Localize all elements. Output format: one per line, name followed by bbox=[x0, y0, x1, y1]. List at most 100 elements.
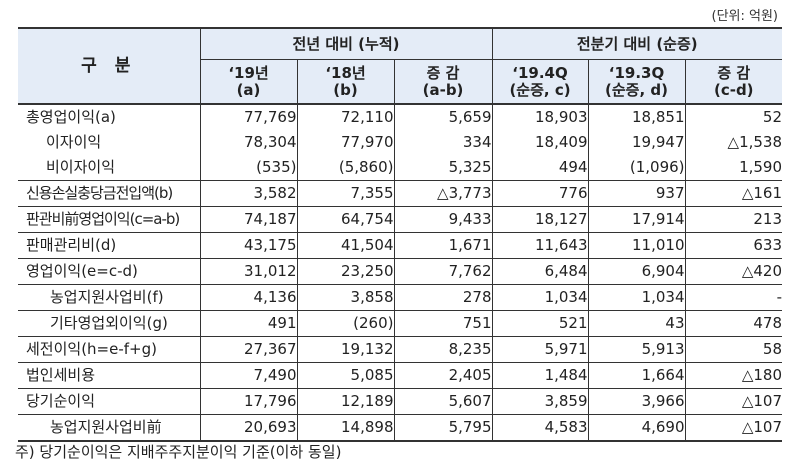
row-label: 기타영업외이익(g) bbox=[18, 310, 200, 337]
table-row: 신용손실충당금전입액(b) 3,582 7,355 △3,773 776 937… bbox=[18, 180, 783, 207]
header-col-19-4q: ‘19.4Q (순증, c) bbox=[491, 59, 589, 104]
row-label: 이자이익 bbox=[46, 133, 102, 151]
cell: 20,693 bbox=[199, 414, 297, 442]
cell: 18,409 bbox=[491, 130, 589, 155]
cell: 494 bbox=[491, 155, 589, 181]
cell: △1,538 bbox=[684, 130, 783, 155]
cell: 12,189 bbox=[296, 388, 394, 415]
cell: 3,858 bbox=[296, 284, 394, 311]
cell: 4,690 bbox=[587, 414, 686, 442]
row-label: 총영업이익(a) bbox=[26, 108, 116, 126]
cell: 3,966 bbox=[587, 388, 686, 415]
cell: 41,504 bbox=[296, 232, 394, 259]
cell: △180 bbox=[684, 362, 783, 389]
cell: 7,490 bbox=[199, 362, 297, 389]
table-header: 구 분 전년 대비 (누적) 전분기 대비 (순증) ‘19년 (a) ‘18년(… bbox=[18, 27, 783, 104]
row-label: 당기순이익 bbox=[18, 388, 200, 415]
cell: 5,607 bbox=[393, 388, 493, 415]
financial-table: 구 분 전년 대비 (누적) 전분기 대비 (순증) ‘19년 (a) ‘18년(… bbox=[18, 27, 783, 442]
cell: 776 bbox=[491, 180, 589, 207]
cell: 17,796 bbox=[199, 388, 297, 415]
header-gubun: 구 분 bbox=[18, 27, 200, 104]
cell: (1,096) bbox=[587, 155, 686, 181]
cell: 1,590 bbox=[684, 155, 783, 181]
table-row: 영업이익(e=c-d) 31,012 23,250 7,762 6,484 6,… bbox=[18, 258, 783, 285]
cell: (260) bbox=[296, 310, 394, 337]
cell: 5,795 bbox=[393, 414, 493, 442]
row-label: 비이자이익 bbox=[46, 158, 116, 176]
footnote: 주) 당기순이익은 지배주주지분이익 기준(이하 동일) bbox=[15, 443, 342, 461]
header-group-qoq: 전분기 대비 (순증) bbox=[491, 27, 783, 60]
row-label: 판매관리비(d) bbox=[18, 232, 200, 259]
table-row: 판매관리비(d) 43,175 41,504 1,671 11,643 11,0… bbox=[18, 232, 783, 259]
cell: 278 bbox=[393, 284, 493, 311]
row-label: 영업이익(e=c-d) bbox=[18, 258, 200, 285]
cell: 521 bbox=[491, 310, 589, 337]
cell: 77,769 bbox=[199, 104, 297, 130]
cell: 4,583 bbox=[491, 414, 589, 442]
header-col-2019: ‘19년 (a) bbox=[199, 59, 297, 104]
table-row: 비이자이익 (535) (5,860) 5,325 494 (1,096) 1,… bbox=[18, 155, 783, 181]
cell: 7,762 bbox=[393, 258, 493, 285]
cell: 23,250 bbox=[296, 258, 394, 285]
header-col-2018: ‘18년 (b) bbox=[296, 59, 394, 104]
cell: 334 bbox=[393, 130, 493, 155]
unit-label: (단위: 억원) bbox=[711, 9, 779, 24]
cell: 1,034 bbox=[587, 284, 686, 311]
cell: 5,659 bbox=[393, 104, 493, 130]
cell: 751 bbox=[393, 310, 493, 337]
cell: 11,643 bbox=[491, 232, 589, 259]
cell: 1,034 bbox=[491, 284, 589, 311]
cell: 18,127 bbox=[491, 206, 589, 233]
cell: 5,913 bbox=[587, 336, 686, 363]
table-row: 법인세비용 7,490 5,085 2,405 1,484 1,664 △180 bbox=[18, 362, 783, 389]
cell: △107 bbox=[684, 388, 783, 415]
cell: △107 bbox=[684, 414, 783, 442]
header-col-19-3q: ‘19.3Q (순증, d) bbox=[587, 59, 686, 104]
row-label: 신용손실충당금전입액(b) bbox=[18, 180, 200, 207]
cell: 77,970 bbox=[296, 130, 394, 155]
cell: 3,582 bbox=[199, 180, 297, 207]
table-row: 당기순이익 17,796 12,189 5,607 3,859 3,966 △1… bbox=[18, 388, 783, 415]
row-label: 농업지원사업비前 bbox=[18, 414, 200, 442]
table-row: 기타영업외이익(g) 491 (260) 751 521 43 478 bbox=[18, 310, 783, 337]
cell: 58 bbox=[684, 336, 783, 363]
cell: (535) bbox=[199, 155, 297, 181]
cell: 17,914 bbox=[587, 206, 686, 233]
cell: 18,851 bbox=[587, 104, 686, 130]
table-row: 판관비前영업이익(c=a-b) 74,187 64,754 9,433 18,1… bbox=[18, 206, 783, 233]
cell: 937 bbox=[587, 180, 686, 207]
cell: 3,859 bbox=[491, 388, 589, 415]
cell: 9,433 bbox=[393, 206, 493, 233]
table-row: 총영업이익(a) 77,769 72,110 5,659 18,903 18,8… bbox=[18, 104, 783, 130]
cell: 5,325 bbox=[393, 155, 493, 181]
cell: 31,012 bbox=[199, 258, 297, 285]
cell: 6,484 bbox=[491, 258, 589, 285]
cell: △161 bbox=[684, 180, 783, 207]
cell: 6,904 bbox=[587, 258, 686, 285]
cell: 7,355 bbox=[296, 180, 394, 207]
cell: 78,304 bbox=[199, 130, 297, 155]
header-col-yoy-change: 증 감 (a-b) bbox=[393, 59, 493, 104]
cell: 18,903 bbox=[491, 104, 589, 130]
cell: 43 bbox=[587, 310, 686, 337]
table-row: 이자이익 78,304 77,970 334 18,409 19,947 △1,… bbox=[18, 130, 783, 155]
cell: 64,754 bbox=[296, 206, 394, 233]
cell: 5,085 bbox=[296, 362, 394, 389]
header-col-qoq-change: 증 감 (c-d) bbox=[684, 59, 783, 104]
cell: 2,405 bbox=[393, 362, 493, 389]
cell: △420 bbox=[684, 258, 783, 285]
cell: 74,187 bbox=[199, 206, 297, 233]
cell: 213 bbox=[684, 206, 783, 233]
table-row: 농업지원사업비前 20,693 14,898 5,795 4,583 4,690… bbox=[18, 414, 783, 442]
row-label: 판관비前영업이익(c=a-b) bbox=[18, 206, 200, 233]
cell: 491 bbox=[199, 310, 297, 337]
cell: 52 bbox=[684, 104, 783, 130]
table-row: 세전이익(h=e-f+g) 27,367 19,132 8,235 5,971 … bbox=[18, 336, 783, 363]
cell: 11,010 bbox=[587, 232, 686, 259]
cell: - bbox=[684, 284, 783, 311]
cell: 72,110 bbox=[296, 104, 394, 130]
cell: 1,671 bbox=[393, 232, 493, 259]
table-row: 농업지원사업비(f) 4,136 3,858 278 1,034 1,034 - bbox=[18, 284, 783, 311]
cell: 43,175 bbox=[199, 232, 297, 259]
